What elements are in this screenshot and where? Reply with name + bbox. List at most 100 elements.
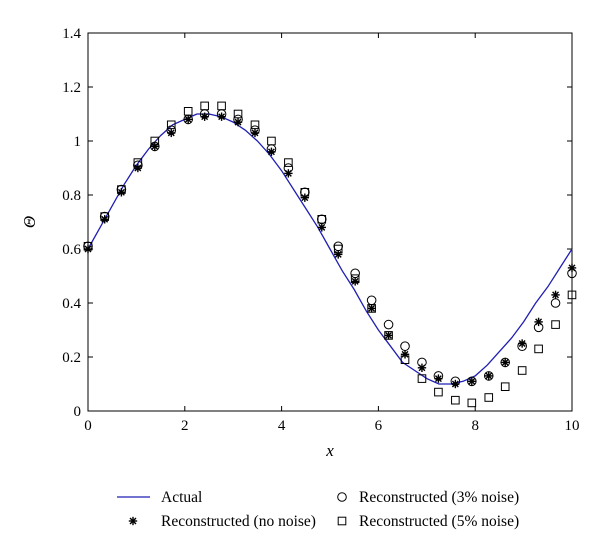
data-point-circle [550,298,561,308]
y-tick-label: 1.2 [62,80,81,96]
data-point-star [334,250,343,259]
data-point-star [183,115,193,124]
data-point-circle [533,322,544,333]
data-point-square [350,274,360,283]
data-point-circle [233,114,243,125]
data-point-circle [467,376,477,387]
series-reconstructed-no-noise [83,112,577,389]
data-point-circle [383,319,394,330]
data-point-star [83,244,93,254]
legend-item: Reconstructed (no noise) [128,513,316,530]
data-point-circle [316,214,327,225]
data-point-star [217,112,226,121]
data-point-square [267,136,276,146]
x-tick-label: 0 [84,418,92,434]
data-point-square [500,382,510,391]
data-point-star [167,128,176,138]
data-point-square [400,355,410,364]
y-tick-label: 0.6 [62,242,81,258]
data-point-star [517,339,527,348]
data-point-circle [400,341,410,352]
y-tick-label: 1 [74,134,82,150]
data-point-square [417,374,427,383]
x-tick-label: 8 [471,418,479,434]
data-point-star [451,379,460,389]
data-point-circle [450,376,461,387]
data-point-circle [283,163,294,173]
data-point-star [367,304,376,313]
data-point-square [317,215,327,224]
data-point-square [484,393,494,402]
legend-item: Reconstructed (3% noise) [337,489,519,506]
data-point-square [434,387,443,397]
data-point-square [100,212,109,221]
data-point-star [567,263,577,273]
data-point-star [317,223,326,232]
data-point-square [233,109,243,119]
data-point-star [100,215,109,224]
data-point-star [551,290,560,300]
data-point-square [133,158,143,167]
data-point-square [150,136,160,146]
legend: Actual Reconstructed (no noise) Reconstruc… [117,489,519,530]
y-tick-label: 0.4 [62,296,81,312]
data-point-square [467,398,477,408]
data-point-circle [133,160,143,171]
data-point-star [284,169,293,178]
legend-swatch-star [128,516,138,526]
series-reconstructed-3-noise [83,109,577,387]
series-line-actual [87,113,573,385]
data-point-square [384,331,393,340]
legend-label: Reconstructed (5% noise) [359,513,519,530]
x-tick-label: 6 [375,418,383,434]
x-tick-label: 2 [181,418,189,434]
series-actual [87,113,573,385]
data-point-star [384,331,393,340]
y-tick-label: 0 [74,404,82,420]
data-point-circle [567,268,577,279]
x-axis-label: x [325,441,334,460]
data-point-circle [500,357,511,368]
y-tick-label: 0.8 [62,188,81,204]
data-point-star [350,277,360,286]
data-point-star [417,363,427,372]
legend-label: Actual [161,489,202,506]
data-point-square [284,158,293,167]
data-point-square [166,120,176,130]
y-axis-label: Θ [20,216,39,228]
data-point-square [551,320,560,329]
data-point-square [83,242,93,251]
data-point-circle [433,371,444,381]
data-point-square [117,185,126,194]
data-point-star [467,377,477,386]
data-point-star [250,128,260,138]
data-point-circle [517,341,527,352]
plot-area: 0 2 4 6 8 10 0 0.2 0.4 0.6 0.8 1 1.2 1.4 x Θ [20,26,580,460]
data-point-star [434,374,443,383]
data-point-star [233,117,243,127]
data-point-square [367,304,376,313]
data-point-square [300,188,310,197]
data-point-star [200,112,209,121]
data-point-circle [250,125,260,135]
data-point-star [267,147,276,156]
data-point-circle [483,371,494,381]
data-point-star [400,350,410,359]
legend-label: Reconstructed (no noise) [161,513,316,530]
legend-swatch-circle [337,492,347,502]
y-tick-label: 0.2 [62,350,81,366]
data-point-star [484,371,493,381]
data-point-circle [366,295,377,306]
legend-item: Actual [117,489,202,506]
data-point-square [217,101,226,111]
data-point-circle [149,141,160,152]
data-point-star [501,358,510,367]
data-point-star [117,188,126,197]
legend-swatch-square [337,516,347,526]
data-point-square [517,366,527,375]
data-point-square [250,120,260,130]
data-point-circle [350,268,360,279]
data-point-square [534,344,543,354]
data-point-square [200,101,209,111]
